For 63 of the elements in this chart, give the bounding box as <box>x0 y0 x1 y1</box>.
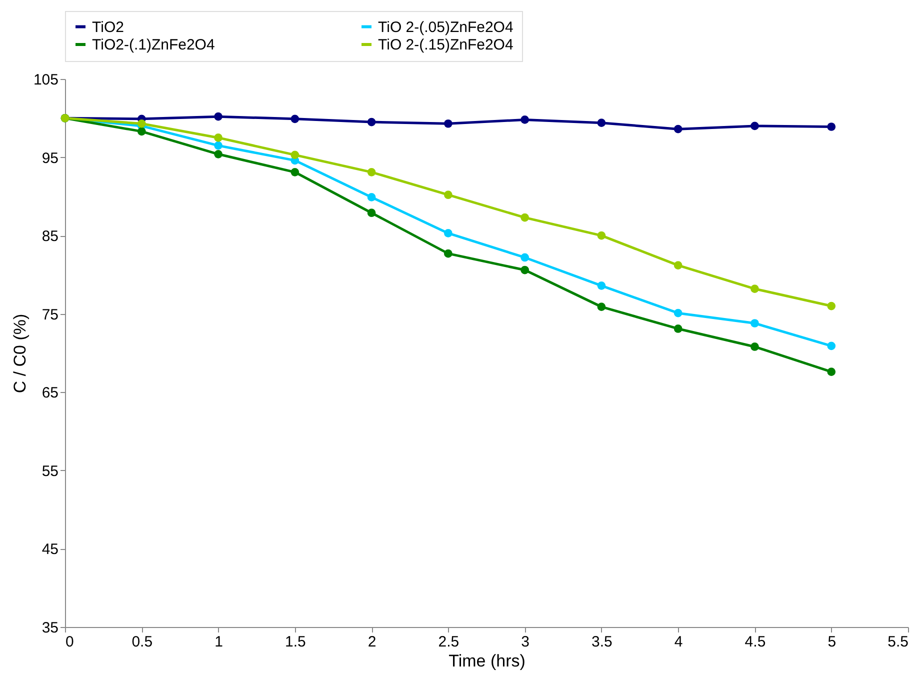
x-axis-title: Time (hrs) <box>448 652 526 670</box>
point <box>597 282 606 290</box>
x-tick-label: 4.5 <box>744 634 766 650</box>
point <box>674 308 682 318</box>
y-tick-label: 95 <box>42 150 58 167</box>
x-tick-label: 0.5 <box>132 634 153 650</box>
point <box>290 114 300 124</box>
y-tick-label: 65 <box>42 384 58 402</box>
point <box>520 213 529 222</box>
point <box>827 368 836 376</box>
x-tick-label: 3.5 <box>592 634 612 650</box>
point <box>367 193 376 202</box>
point <box>214 150 222 158</box>
x-tick-label: 2 <box>368 634 376 650</box>
x-tick-label: 3 <box>521 634 530 650</box>
y-tick-label: 85 <box>42 228 58 246</box>
point <box>214 112 222 121</box>
point <box>520 253 529 262</box>
point <box>137 127 146 136</box>
y-tick-label: 105 <box>33 72 58 88</box>
point <box>674 124 682 134</box>
point <box>750 319 759 328</box>
x-tick-label: 2.5 <box>438 634 460 650</box>
x-tick-label: 1 <box>214 634 223 650</box>
point <box>367 118 376 126</box>
point <box>444 119 452 128</box>
point <box>750 342 759 351</box>
y-axis-title: C / C0 (%) <box>10 314 30 394</box>
point <box>214 141 222 150</box>
point <box>674 324 682 333</box>
legend-label: TiO 2-(.05)ZnFe2O4 <box>378 18 514 36</box>
point <box>827 122 836 131</box>
y-tick-label: 35 <box>42 620 58 636</box>
x-tick-label: 0 <box>66 634 74 650</box>
point <box>597 231 606 240</box>
point <box>827 342 836 350</box>
point <box>214 134 222 142</box>
point <box>520 266 529 274</box>
legend-label: TiO2 <box>92 18 124 36</box>
point <box>827 302 836 310</box>
x-tick-label: 4 <box>674 634 683 650</box>
y-tick-label: 45 <box>42 541 58 558</box>
legend-label: TiO 2-(.15)ZnFe2O4 <box>378 36 514 54</box>
point <box>750 284 759 293</box>
x-tick-label: 1.5 <box>284 634 306 650</box>
point <box>597 118 606 128</box>
point <box>444 249 452 258</box>
legend-label: TiO2-(.1)ZnFe2O4 <box>92 36 215 54</box>
point <box>750 122 759 130</box>
point <box>290 150 300 160</box>
y-tick-label: 55 <box>42 462 58 480</box>
x-tick-label: 5 <box>828 634 836 650</box>
point <box>367 208 376 218</box>
y-tick-label: 75 <box>42 306 58 324</box>
point <box>367 168 376 176</box>
x-tick-label: 5.5 <box>888 634 908 650</box>
point <box>674 261 682 270</box>
point <box>444 190 452 200</box>
point <box>290 168 300 176</box>
point <box>444 229 452 238</box>
point <box>520 116 529 124</box>
point <box>597 302 606 311</box>
point <box>137 119 146 128</box>
